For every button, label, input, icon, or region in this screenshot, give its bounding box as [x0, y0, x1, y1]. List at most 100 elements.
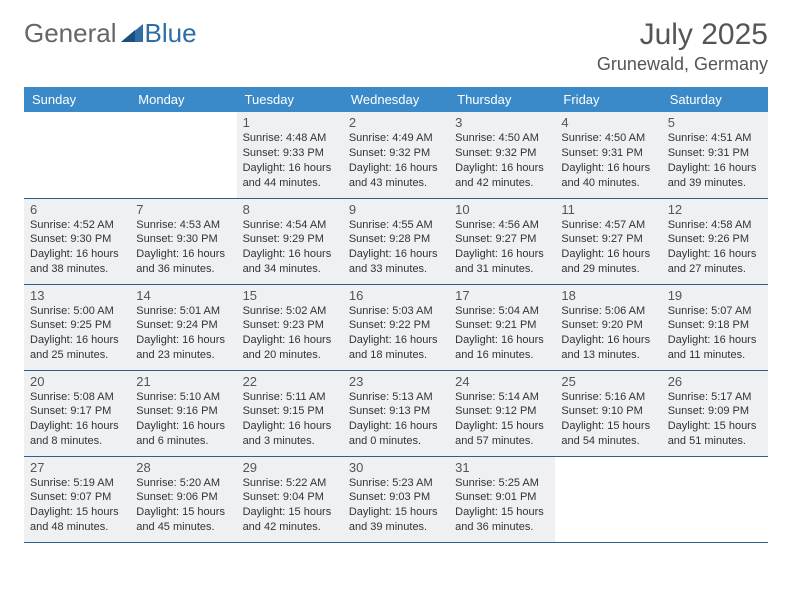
calendar-cell [555, 456, 661, 542]
calendar-row: 13Sunrise: 5:00 AMSunset: 9:25 PMDayligh… [24, 284, 768, 370]
calendar-cell: 27Sunrise: 5:19 AMSunset: 9:07 PMDayligh… [24, 456, 130, 542]
calendar-cell [24, 112, 130, 198]
sunrise-text: Sunrise: 4:54 AM [243, 218, 337, 233]
calendar-cell: 30Sunrise: 5:23 AMSunset: 9:03 PMDayligh… [343, 456, 449, 542]
sunset-text: Sunset: 9:30 PM [136, 232, 230, 247]
sunset-text: Sunset: 9:32 PM [455, 146, 549, 161]
sunset-text: Sunset: 9:31 PM [668, 146, 762, 161]
day-number: 27 [30, 460, 124, 475]
calendar-cell: 29Sunrise: 5:22 AMSunset: 9:04 PMDayligh… [237, 456, 343, 542]
day-number: 25 [561, 374, 655, 389]
calendar-body: 1Sunrise: 4:48 AMSunset: 9:33 PMDaylight… [24, 112, 768, 542]
calendar-cell [662, 456, 768, 542]
daylight-text: Daylight: 16 hours and 36 minutes. [136, 247, 230, 277]
calendar-row: 6Sunrise: 4:52 AMSunset: 9:30 PMDaylight… [24, 198, 768, 284]
sunset-text: Sunset: 9:13 PM [349, 404, 443, 419]
calendar-cell: 21Sunrise: 5:10 AMSunset: 9:16 PMDayligh… [130, 370, 236, 456]
calendar-table: Sunday Monday Tuesday Wednesday Thursday… [24, 87, 768, 543]
calendar-cell: 5Sunrise: 4:51 AMSunset: 9:31 PMDaylight… [662, 112, 768, 198]
sunset-text: Sunset: 9:15 PM [243, 404, 337, 419]
calendar-cell: 7Sunrise: 4:53 AMSunset: 9:30 PMDaylight… [130, 198, 236, 284]
day-number: 14 [136, 288, 230, 303]
day-number: 28 [136, 460, 230, 475]
sunset-text: Sunset: 9:27 PM [561, 232, 655, 247]
calendar-cell: 12Sunrise: 4:58 AMSunset: 9:26 PMDayligh… [662, 198, 768, 284]
sunset-text: Sunset: 9:23 PM [243, 318, 337, 333]
daylight-text: Daylight: 16 hours and 42 minutes. [455, 161, 549, 191]
calendar-cell [130, 112, 236, 198]
calendar-cell: 31Sunrise: 5:25 AMSunset: 9:01 PMDayligh… [449, 456, 555, 542]
calendar-cell: 16Sunrise: 5:03 AMSunset: 9:22 PMDayligh… [343, 284, 449, 370]
day-number: 22 [243, 374, 337, 389]
sunrise-text: Sunrise: 5:07 AM [668, 304, 762, 319]
sunrise-text: Sunrise: 5:10 AM [136, 390, 230, 405]
daylight-text: Daylight: 16 hours and 3 minutes. [243, 419, 337, 449]
calendar-cell: 9Sunrise: 4:55 AMSunset: 9:28 PMDaylight… [343, 198, 449, 284]
daylight-text: Daylight: 16 hours and 31 minutes. [455, 247, 549, 277]
day-number: 31 [455, 460, 549, 475]
sunrise-text: Sunrise: 5:04 AM [455, 304, 549, 319]
sunset-text: Sunset: 9:09 PM [668, 404, 762, 419]
sunrise-text: Sunrise: 5:16 AM [561, 390, 655, 405]
sunset-text: Sunset: 9:03 PM [349, 490, 443, 505]
sunrise-text: Sunrise: 4:51 AM [668, 131, 762, 146]
daylight-text: Daylight: 16 hours and 8 minutes. [30, 419, 124, 449]
day-number: 7 [136, 202, 230, 217]
daylight-text: Daylight: 16 hours and 18 minutes. [349, 333, 443, 363]
calendar-row: 27Sunrise: 5:19 AMSunset: 9:07 PMDayligh… [24, 456, 768, 542]
logo-triangle-icon [121, 18, 143, 49]
title-block: July 2025 Grunewald, Germany [597, 18, 768, 75]
sunset-text: Sunset: 9:22 PM [349, 318, 443, 333]
header: General Blue July 2025 Grunewald, German… [24, 18, 768, 75]
sunset-text: Sunset: 9:30 PM [30, 232, 124, 247]
day-number: 23 [349, 374, 443, 389]
sunset-text: Sunset: 9:31 PM [561, 146, 655, 161]
calendar-cell: 14Sunrise: 5:01 AMSunset: 9:24 PMDayligh… [130, 284, 236, 370]
day-number: 1 [243, 115, 337, 130]
calendar-cell: 8Sunrise: 4:54 AMSunset: 9:29 PMDaylight… [237, 198, 343, 284]
sunrise-text: Sunrise: 4:56 AM [455, 218, 549, 233]
sunrise-text: Sunrise: 4:57 AM [561, 218, 655, 233]
logo-text-blue: Blue [145, 18, 197, 49]
daylight-text: Daylight: 16 hours and 13 minutes. [561, 333, 655, 363]
calendar-row: 1Sunrise: 4:48 AMSunset: 9:33 PMDaylight… [24, 112, 768, 198]
day-number: 19 [668, 288, 762, 303]
daylight-text: Daylight: 16 hours and 6 minutes. [136, 419, 230, 449]
day-header-row: Sunday Monday Tuesday Wednesday Thursday… [24, 87, 768, 112]
sunset-text: Sunset: 9:33 PM [243, 146, 337, 161]
day-number: 8 [243, 202, 337, 217]
daylight-text: Daylight: 16 hours and 38 minutes. [30, 247, 124, 277]
daylight-text: Daylight: 16 hours and 20 minutes. [243, 333, 337, 363]
sunrise-text: Sunrise: 5:08 AM [30, 390, 124, 405]
sunset-text: Sunset: 9:16 PM [136, 404, 230, 419]
sunrise-text: Sunrise: 5:11 AM [243, 390, 337, 405]
sunset-text: Sunset: 9:29 PM [243, 232, 337, 247]
sunrise-text: Sunrise: 5:19 AM [30, 476, 124, 491]
calendar-cell: 13Sunrise: 5:00 AMSunset: 9:25 PMDayligh… [24, 284, 130, 370]
sunset-text: Sunset: 9:12 PM [455, 404, 549, 419]
day-number: 13 [30, 288, 124, 303]
sunset-text: Sunset: 9:26 PM [668, 232, 762, 247]
day-number: 11 [561, 202, 655, 217]
sunset-text: Sunset: 9:25 PM [30, 318, 124, 333]
day-number: 12 [668, 202, 762, 217]
day-number: 30 [349, 460, 443, 475]
day-number: 17 [455, 288, 549, 303]
calendar-cell: 4Sunrise: 4:50 AMSunset: 9:31 PMDaylight… [555, 112, 661, 198]
day-number: 26 [668, 374, 762, 389]
sunrise-text: Sunrise: 5:01 AM [136, 304, 230, 319]
day-header: Wednesday [343, 87, 449, 112]
sunrise-text: Sunrise: 5:20 AM [136, 476, 230, 491]
day-number: 6 [30, 202, 124, 217]
sunrise-text: Sunrise: 5:06 AM [561, 304, 655, 319]
calendar-cell: 19Sunrise: 5:07 AMSunset: 9:18 PMDayligh… [662, 284, 768, 370]
sunset-text: Sunset: 9:27 PM [455, 232, 549, 247]
calendar-cell: 17Sunrise: 5:04 AMSunset: 9:21 PMDayligh… [449, 284, 555, 370]
daylight-text: Daylight: 16 hours and 27 minutes. [668, 247, 762, 277]
daylight-text: Daylight: 15 hours and 54 minutes. [561, 419, 655, 449]
sunset-text: Sunset: 9:18 PM [668, 318, 762, 333]
daylight-text: Daylight: 15 hours and 45 minutes. [136, 505, 230, 535]
sunset-text: Sunset: 9:10 PM [561, 404, 655, 419]
sunrise-text: Sunrise: 4:50 AM [561, 131, 655, 146]
day-header: Tuesday [237, 87, 343, 112]
